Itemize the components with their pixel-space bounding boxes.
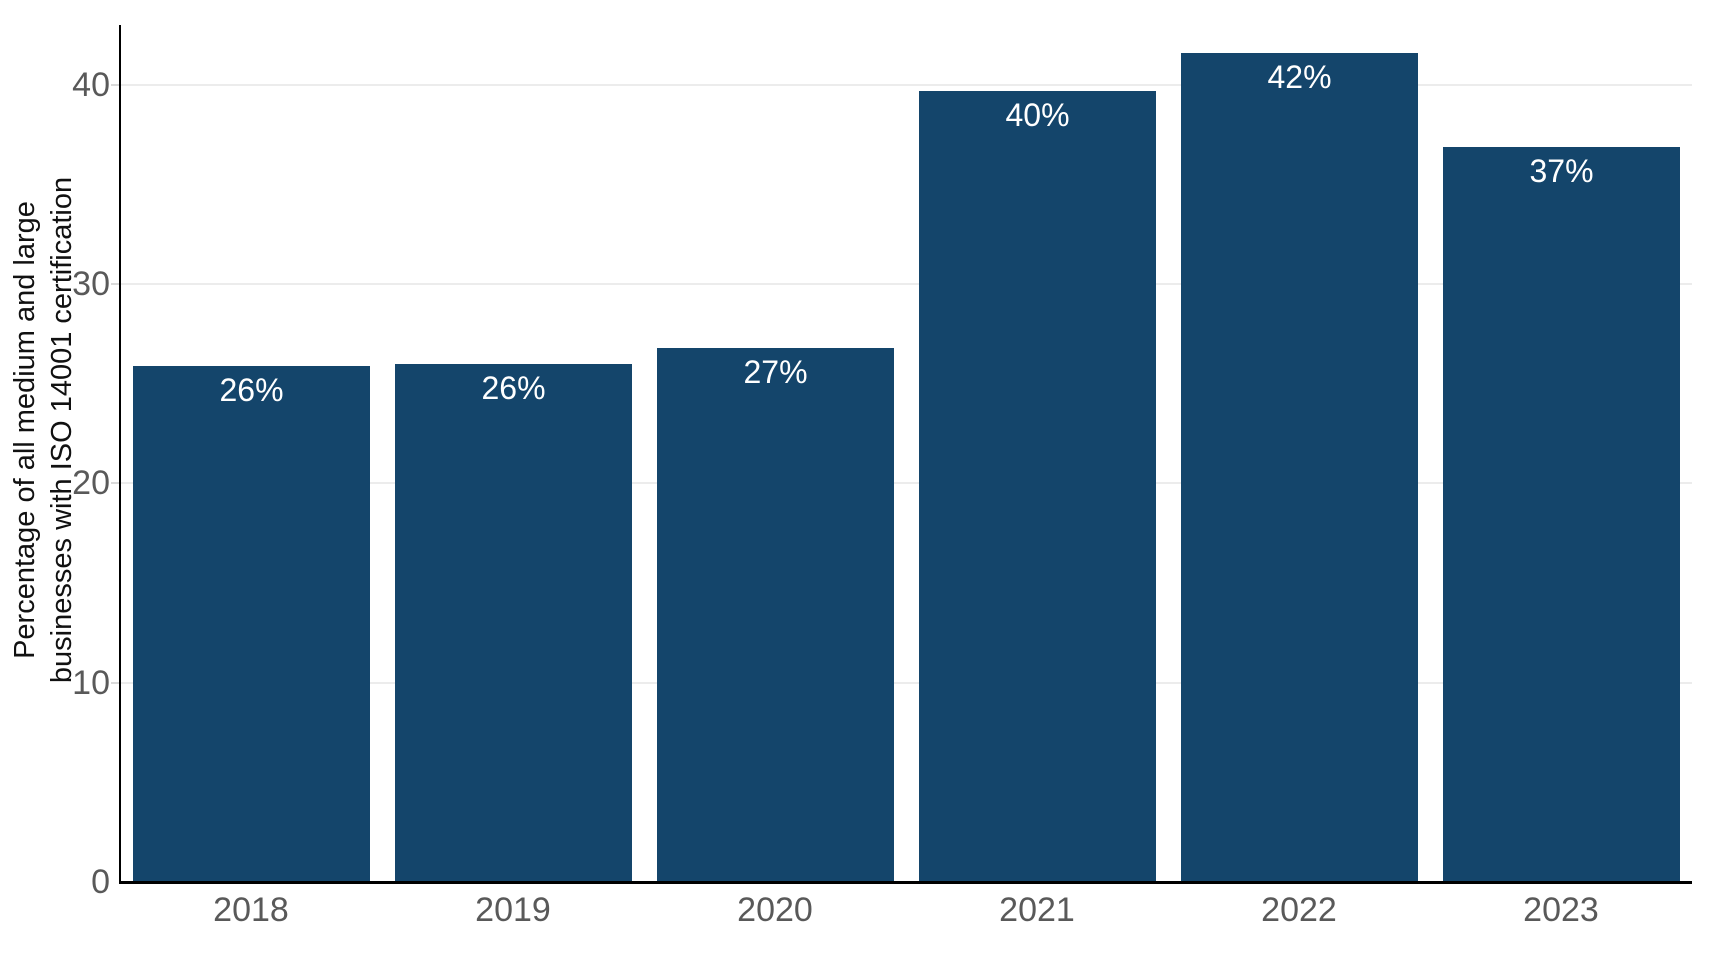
y-tick-label-10: 10 xyxy=(72,664,110,702)
y-axis-line xyxy=(119,25,121,884)
x-tick-label-2021: 2021 xyxy=(999,891,1075,929)
bar-2023: 37% xyxy=(1443,147,1680,882)
x-tick-label-2019: 2019 xyxy=(475,891,551,929)
y-tick-mark-30 xyxy=(111,283,120,285)
y-tick-mark-10 xyxy=(111,682,120,684)
x-tick-label-2020: 2020 xyxy=(737,891,813,929)
y-tick-label-30: 30 xyxy=(72,265,110,303)
bar-value-label-2018: 26% xyxy=(219,372,284,408)
bar-value-label-2019: 26% xyxy=(481,370,546,406)
bar-value-label-2020: 27% xyxy=(743,354,808,390)
bar-value-label-2022: 42% xyxy=(1267,59,1332,95)
bar-value-label-2021: 40% xyxy=(1005,97,1070,133)
bar-2018: 26% xyxy=(133,366,370,882)
gridline-20 xyxy=(120,482,1692,484)
x-tick-label-2023: 2023 xyxy=(1523,891,1599,929)
y-tick-mark-20 xyxy=(111,482,120,484)
y-axis-title-line-1: Percentage of all medium and large xyxy=(9,201,41,659)
gridline-30 xyxy=(120,283,1692,285)
bar-value-label-2023: 37% xyxy=(1529,153,1594,189)
y-tick-mark-40 xyxy=(111,84,120,86)
y-tick-label-0: 0 xyxy=(91,863,110,901)
x-axis-line xyxy=(119,881,1692,884)
bar-2019: 26% xyxy=(395,364,632,882)
y-tick-label-40: 40 xyxy=(72,66,110,104)
y-tick-label-20: 20 xyxy=(72,464,110,502)
bar-2022: 42% xyxy=(1181,53,1418,882)
y-axis-title-line-2: businesses with ISO 14001 certification xyxy=(46,176,78,684)
x-tick-label-2018: 2018 xyxy=(213,891,289,929)
bar-2021: 40% xyxy=(919,91,1156,882)
bar-2020: 27% xyxy=(657,348,894,882)
gridline-10 xyxy=(120,682,1692,684)
x-tick-label-2022: 2022 xyxy=(1261,891,1337,929)
gridline-40 xyxy=(120,84,1692,86)
y-axis-title: Percentage of all medium and large busin… xyxy=(7,177,81,683)
